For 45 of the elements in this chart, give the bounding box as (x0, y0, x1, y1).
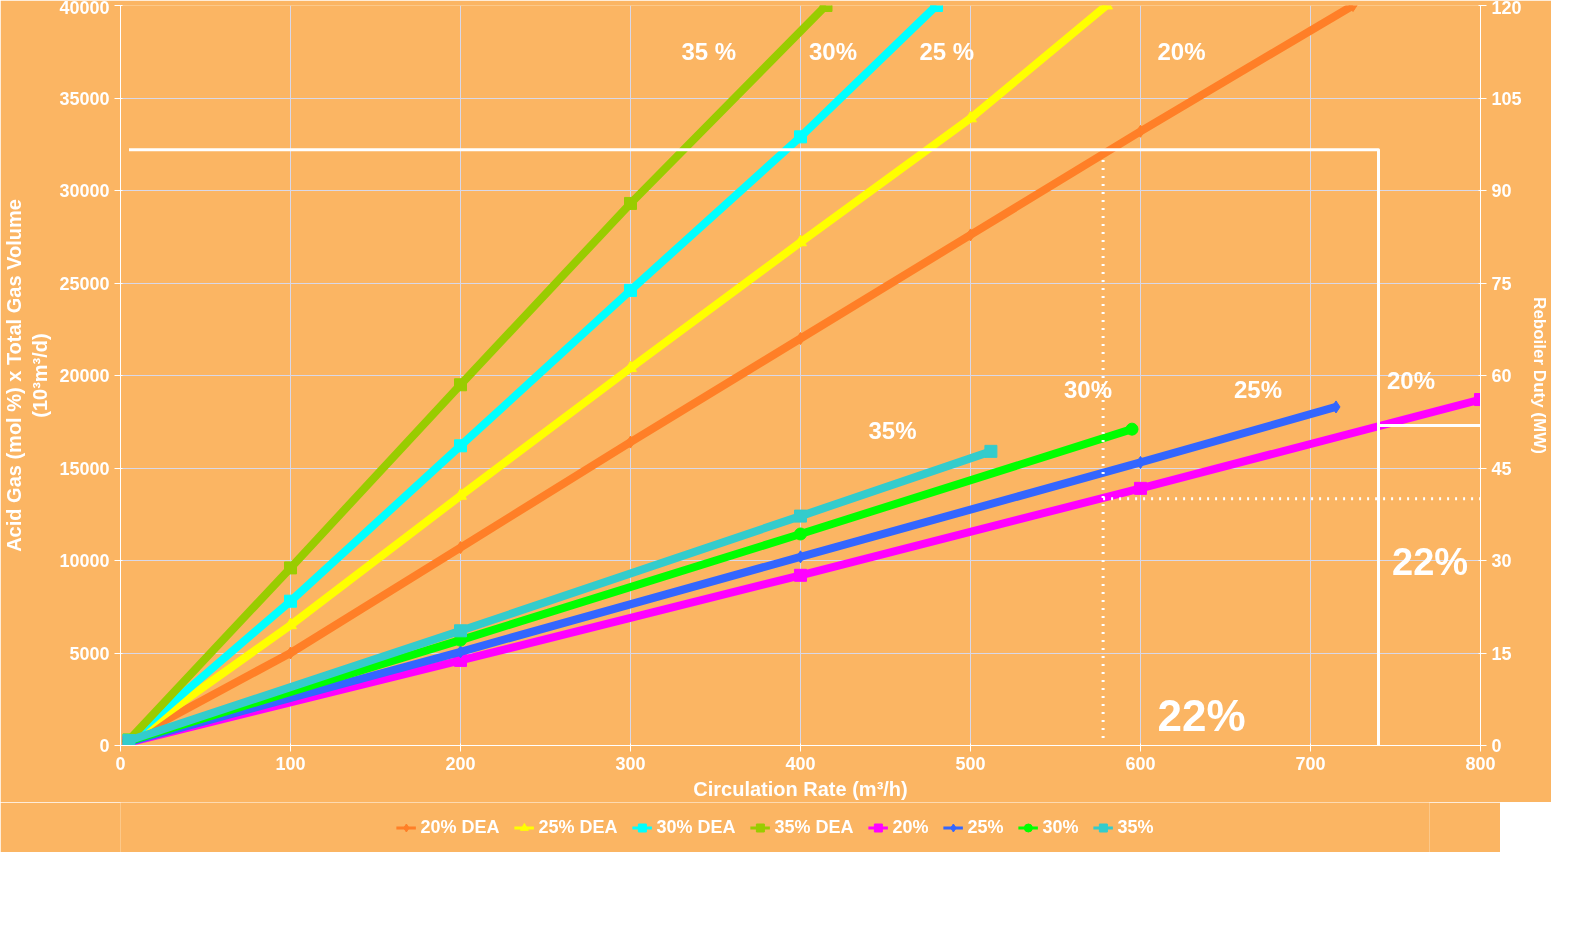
annotation: 30% (1064, 376, 1113, 404)
y2-tick-label: 60 (1491, 366, 1512, 386)
y-tick-label: 35000 (59, 88, 110, 109)
y-tick-label: 0 (99, 736, 110, 756)
x-axis-title: Circulation Rate (m³/h) (693, 777, 908, 800)
y-tick-label: 15000 (59, 458, 110, 479)
legend-label: 30% (1042, 816, 1079, 838)
annotation: 25% (1234, 376, 1283, 404)
y-tick-label: 5000 (69, 643, 110, 664)
x-tick-label: 700 (1295, 753, 1326, 774)
y2-tick-label: 90 (1491, 181, 1512, 201)
legend-label: 20% DEA (420, 816, 500, 838)
annotation: 22% (1157, 690, 1246, 740)
legend-label: 20% (892, 816, 929, 838)
y2-tick-label: 30 (1491, 551, 1512, 571)
x-tick-label: 300 (615, 753, 646, 774)
x-tick-label: 600 (1125, 753, 1156, 774)
x-tick-label: 800 (1465, 753, 1496, 774)
y2-tick-label: 15 (1491, 643, 1512, 664)
annotation: 35 % (681, 37, 737, 65)
y-tick-label: 40000 (59, 0, 110, 18)
y-axis-title: Acid Gas (mol %) x Total Gas Volume (10³m³/d) (3, 199, 52, 552)
y2-tick-label: 105 (1491, 88, 1522, 109)
legend-label: 35% DEA (774, 816, 854, 838)
y-tick-label: 25000 (59, 273, 110, 294)
y-tick-label: 10000 (59, 551, 110, 571)
y2-axis-title: Reboiler Duty (MW) (1529, 297, 1549, 454)
x-tick-label: 500 (955, 753, 986, 774)
x-tick-label: 200 (445, 753, 476, 774)
y2-tick-label: 120 (1491, 0, 1522, 18)
legend-label: 35% (1117, 816, 1154, 838)
x-tick-label: 100 (275, 753, 306, 774)
y-tick-label: 20000 (59, 366, 110, 386)
y2-tick-label: 0 (1491, 736, 1502, 756)
legend-label: 30% DEA (656, 816, 736, 838)
legend-label: 25% (967, 816, 1004, 838)
y2-tick-label: 45 (1491, 458, 1512, 479)
y-tick-label: 30000 (59, 181, 110, 201)
y2-tick-label: 75 (1491, 273, 1512, 294)
legend-label: 25% DEA (538, 816, 618, 838)
annotation: 35% (868, 416, 917, 444)
x-tick-label: 0 (115, 753, 126, 774)
x-tick-label: 400 (785, 753, 816, 774)
annotation: 20% (1157, 37, 1206, 65)
annotation: 30% (809, 37, 858, 65)
